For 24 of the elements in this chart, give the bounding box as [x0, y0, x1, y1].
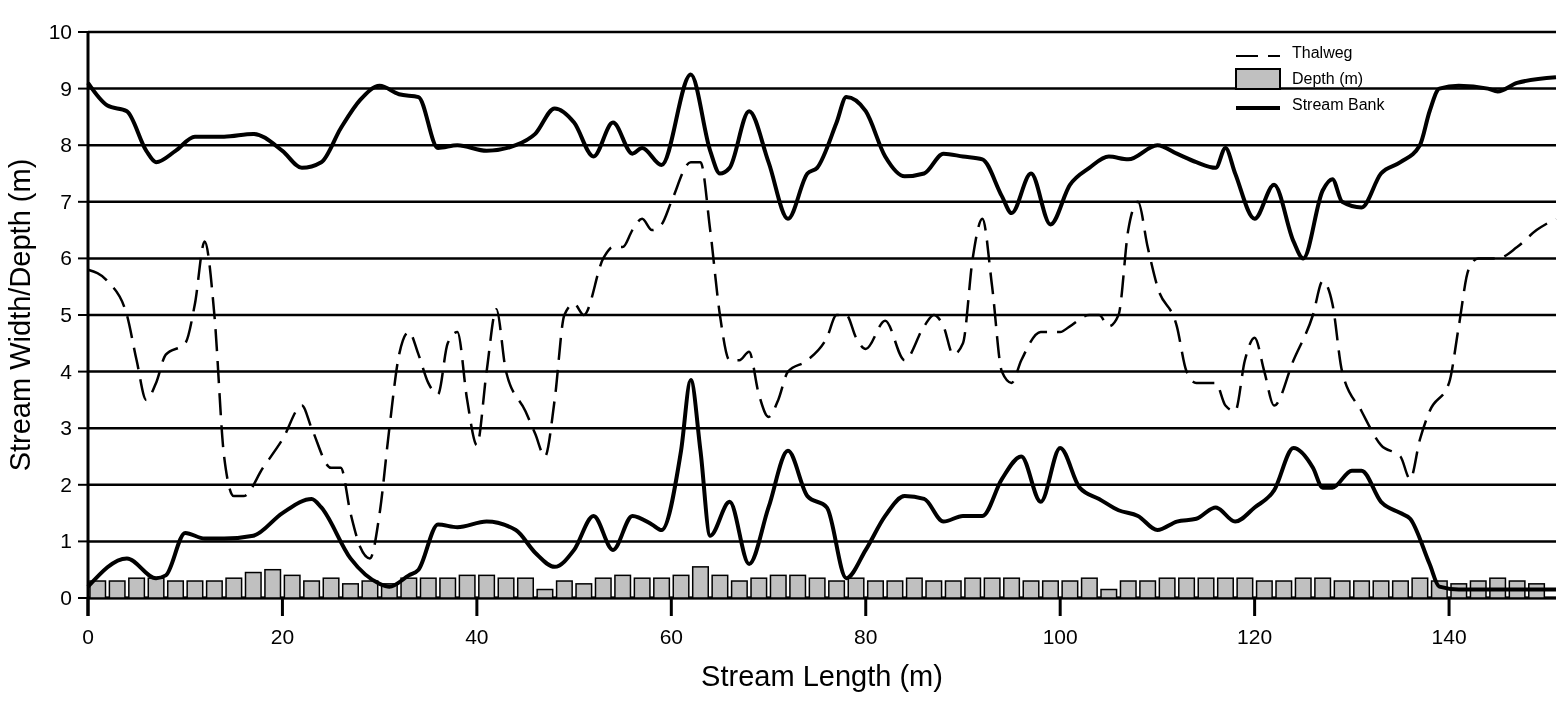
x-tick-label: 20 — [270, 625, 295, 648]
x-tick-label: 100 — [1042, 625, 1078, 648]
x-tick-label: 40 — [465, 625, 489, 648]
legend-label: Stream Bank — [1292, 96, 1386, 113]
x-tick-label: 140 — [1431, 625, 1467, 648]
legend-label: Depth (m) — [1292, 70, 1364, 87]
y-tick-label: 2 — [60, 472, 72, 496]
x-tick-label: 0 — [82, 625, 94, 648]
x-tick-label: 80 — [854, 625, 878, 648]
y-tick-label: 9 — [60, 76, 72, 100]
y-tick-label: 10 — [48, 20, 72, 43]
y-tick-label: 3 — [60, 416, 72, 440]
y-tick-label: 1 — [60, 529, 72, 553]
legend-label: Thalweg — [1292, 44, 1353, 61]
y-tick-label: 7 — [60, 189, 72, 213]
y-tick-label: 8 — [60, 133, 72, 157]
x-tick-label: 120 — [1237, 625, 1273, 648]
y-tick-label: 4 — [60, 359, 73, 383]
y-tick-label: 0 — [60, 586, 72, 609]
y-tick-label: 6 — [60, 246, 72, 270]
y-tick-label: 5 — [60, 303, 72, 326]
x-axis-title: Stream Length (m) — [701, 660, 943, 692]
x-tick-label: 60 — [659, 625, 683, 648]
y-axis-title: Stream Width/Depth (m) — [4, 158, 36, 472]
